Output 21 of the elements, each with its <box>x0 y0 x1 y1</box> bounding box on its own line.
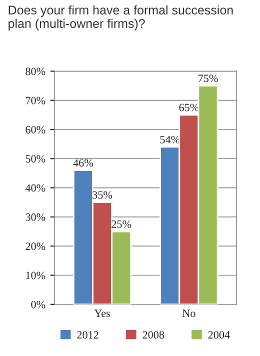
y-tick-label: 10% <box>26 272 46 280</box>
x-tick-label: Yes <box>94 310 110 318</box>
y-tick-label: 20% <box>26 242 46 250</box>
data-label: 35% <box>92 191 112 199</box>
data-label: 75% <box>198 74 218 82</box>
legend-label: 2004 <box>208 331 230 339</box>
data-label: 65% <box>179 104 199 112</box>
y-tick-label: 80% <box>26 68 46 76</box>
y-tick-label: 60% <box>26 126 46 134</box>
y-tick-label: 0% <box>31 300 46 308</box>
data-label: 25% <box>112 220 132 228</box>
x-tick-label: No <box>182 310 196 318</box>
legend-label: 2008 <box>142 331 164 339</box>
data-label: 54% <box>160 136 180 144</box>
legend-label: 2012 <box>77 331 98 339</box>
chart-title: Does your firm have a formal succession plan (multi-owner firms)? <box>8 5 233 30</box>
y-tick-label: 30% <box>26 213 46 221</box>
y-tick-label: 70% <box>26 96 46 104</box>
y-tick-label: 50% <box>26 155 46 163</box>
data-label: 46% <box>73 159 94 167</box>
y-tick-label: 40% <box>25 184 46 192</box>
